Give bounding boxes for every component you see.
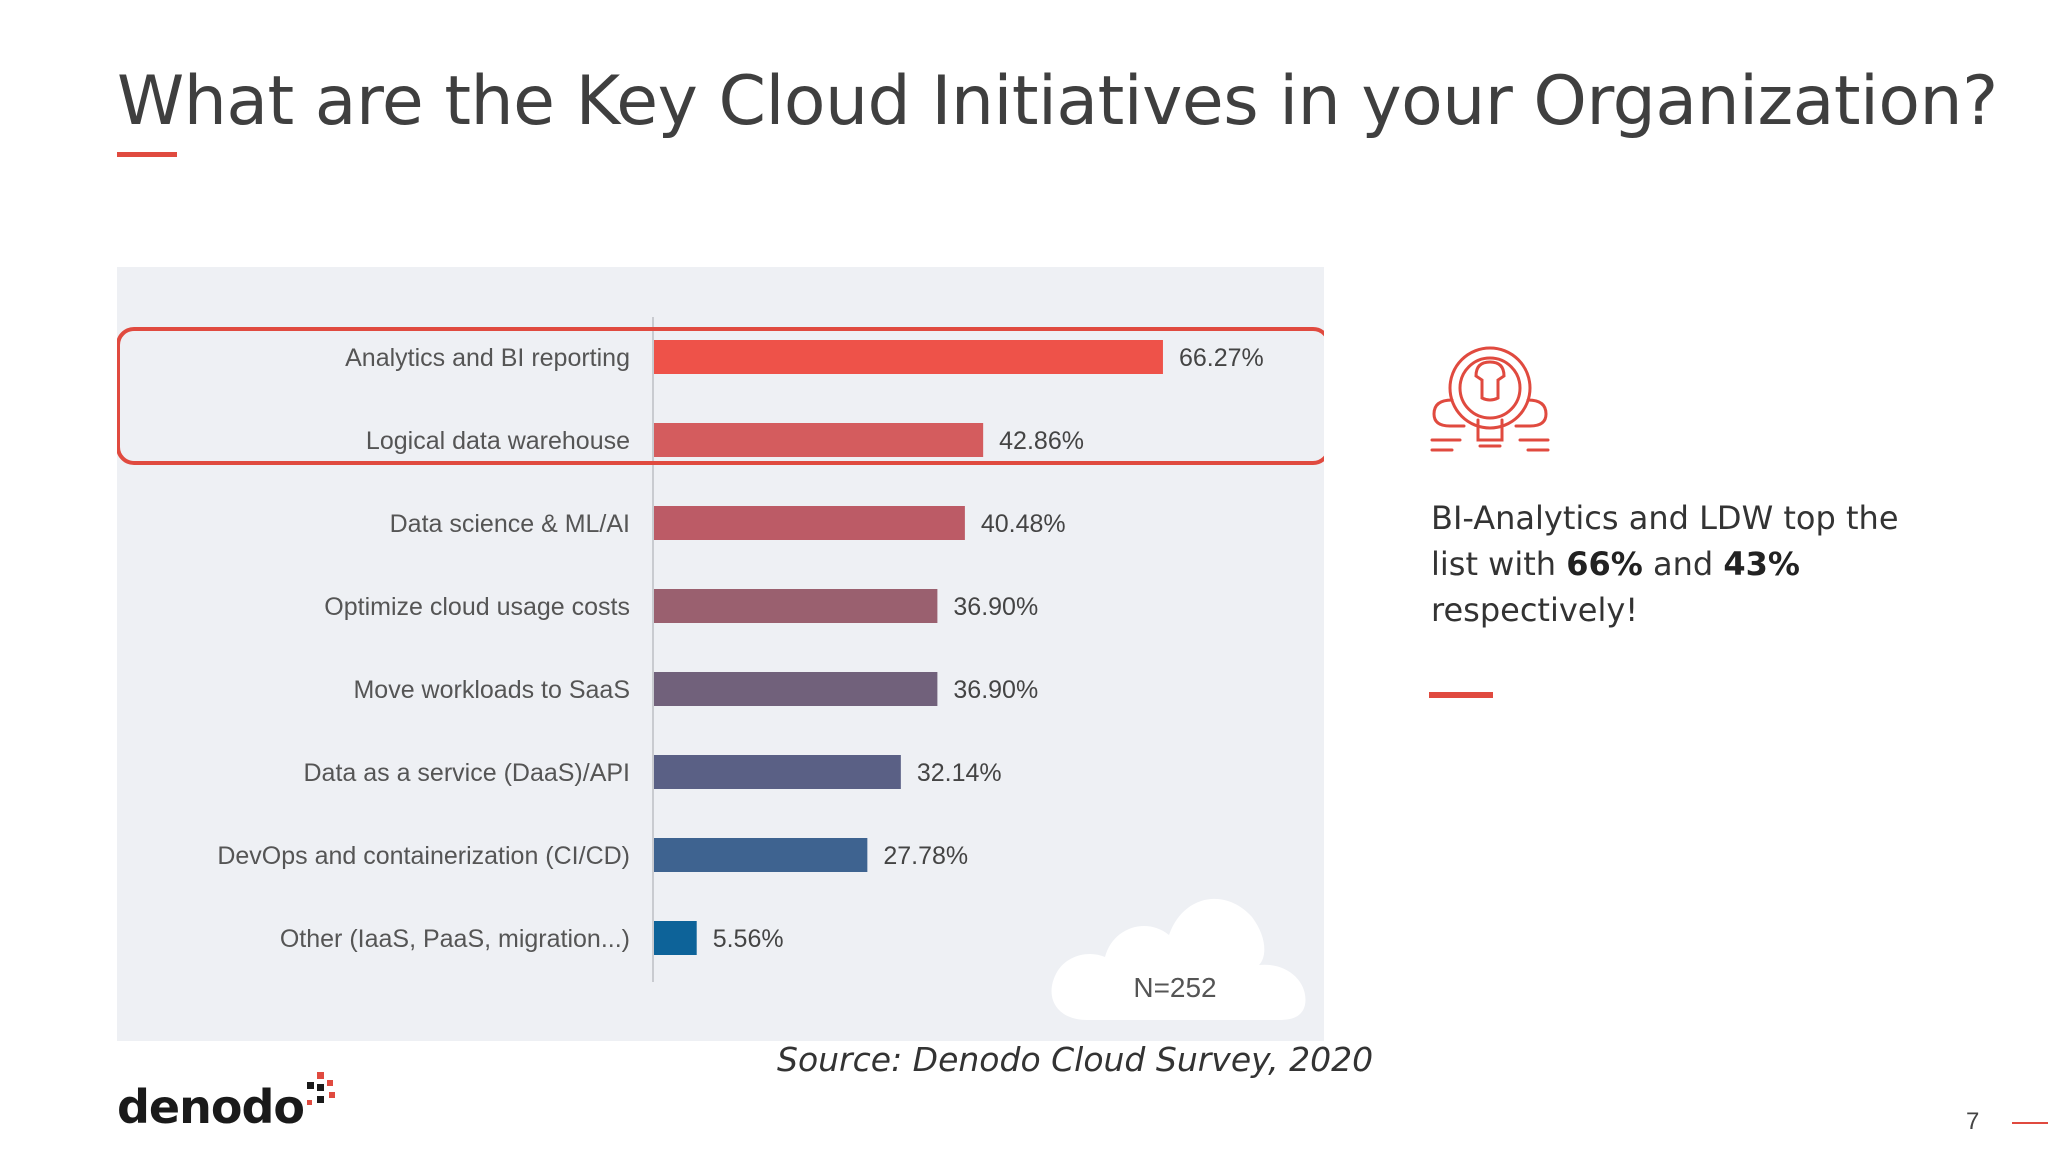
value-label: 32.14% xyxy=(917,759,1002,787)
lightbulb-gear-icon xyxy=(1424,340,1554,470)
sample-size-label: N=252 xyxy=(1133,972,1216,1003)
bar xyxy=(654,423,984,457)
insight-text-middle: and xyxy=(1642,545,1724,583)
insight-underline xyxy=(1429,692,1493,698)
insight-bi-percent: 66% xyxy=(1566,545,1643,583)
highlight-frame xyxy=(117,327,1324,465)
sample-size-cloud: N=252 xyxy=(1051,898,1306,1020)
value-label: 5.56% xyxy=(713,925,784,953)
value-label: 36.90% xyxy=(953,593,1038,621)
cloud-shape xyxy=(1051,898,1306,1020)
insight-text-start: BI-Analytics and LDW top the list with xyxy=(1431,499,1899,583)
slide-title: What are the Key Cloud Initiatives in yo… xyxy=(117,62,1998,141)
category-label: Data science & ML/AI xyxy=(390,510,630,538)
category-label: Other (IaaS, PaaS, migration...) xyxy=(280,925,630,953)
bar xyxy=(654,506,965,540)
value-label: 66.27% xyxy=(1179,344,1264,372)
category-label: Data as a service (DaaS)/API xyxy=(303,759,630,787)
bar xyxy=(654,672,938,706)
bar xyxy=(654,921,697,955)
key-insight-text: BI-Analytics and LDW top the list with 6… xyxy=(1431,495,1911,633)
bar xyxy=(654,755,901,789)
insight-ldw-percent: 43% xyxy=(1723,545,1800,583)
denodo-logo: denodo xyxy=(117,1072,335,1134)
bar xyxy=(654,589,938,623)
category-label: Logical data warehouse xyxy=(366,427,630,455)
insight-text-end: respectively! xyxy=(1431,591,1639,629)
category-label: DevOps and containerization (CI/CD) xyxy=(217,842,630,870)
category-label: Optimize cloud usage costs xyxy=(324,593,630,621)
bars-layer: Analytics and BI reporting 66.27% Logical … xyxy=(217,340,1264,955)
value-label: 42.86% xyxy=(999,427,1084,455)
category-label: Move workloads to SaaS xyxy=(353,676,630,704)
category-label: Analytics and BI reporting xyxy=(345,344,630,372)
page-number-line xyxy=(2012,1122,2048,1124)
bar xyxy=(654,340,1163,374)
value-label: 40.48% xyxy=(981,510,1066,538)
page-number: 7 xyxy=(1966,1108,1980,1135)
bar-chart: Analytics and BI reporting 66.27% Logical … xyxy=(117,317,1324,1020)
bar xyxy=(654,838,868,872)
title-underline xyxy=(117,152,177,157)
logo-dots-icon xyxy=(307,1072,335,1105)
value-label: 27.78% xyxy=(883,842,968,870)
source-caption: Source: Denodo Cloud Survey, 2020 xyxy=(777,1040,1374,1079)
chart-panel: Analytics and BI reporting 66.27% Logical … xyxy=(117,267,1324,1041)
value-label: 36.90% xyxy=(953,676,1038,704)
logo-wordmark: denodo xyxy=(117,1080,305,1134)
